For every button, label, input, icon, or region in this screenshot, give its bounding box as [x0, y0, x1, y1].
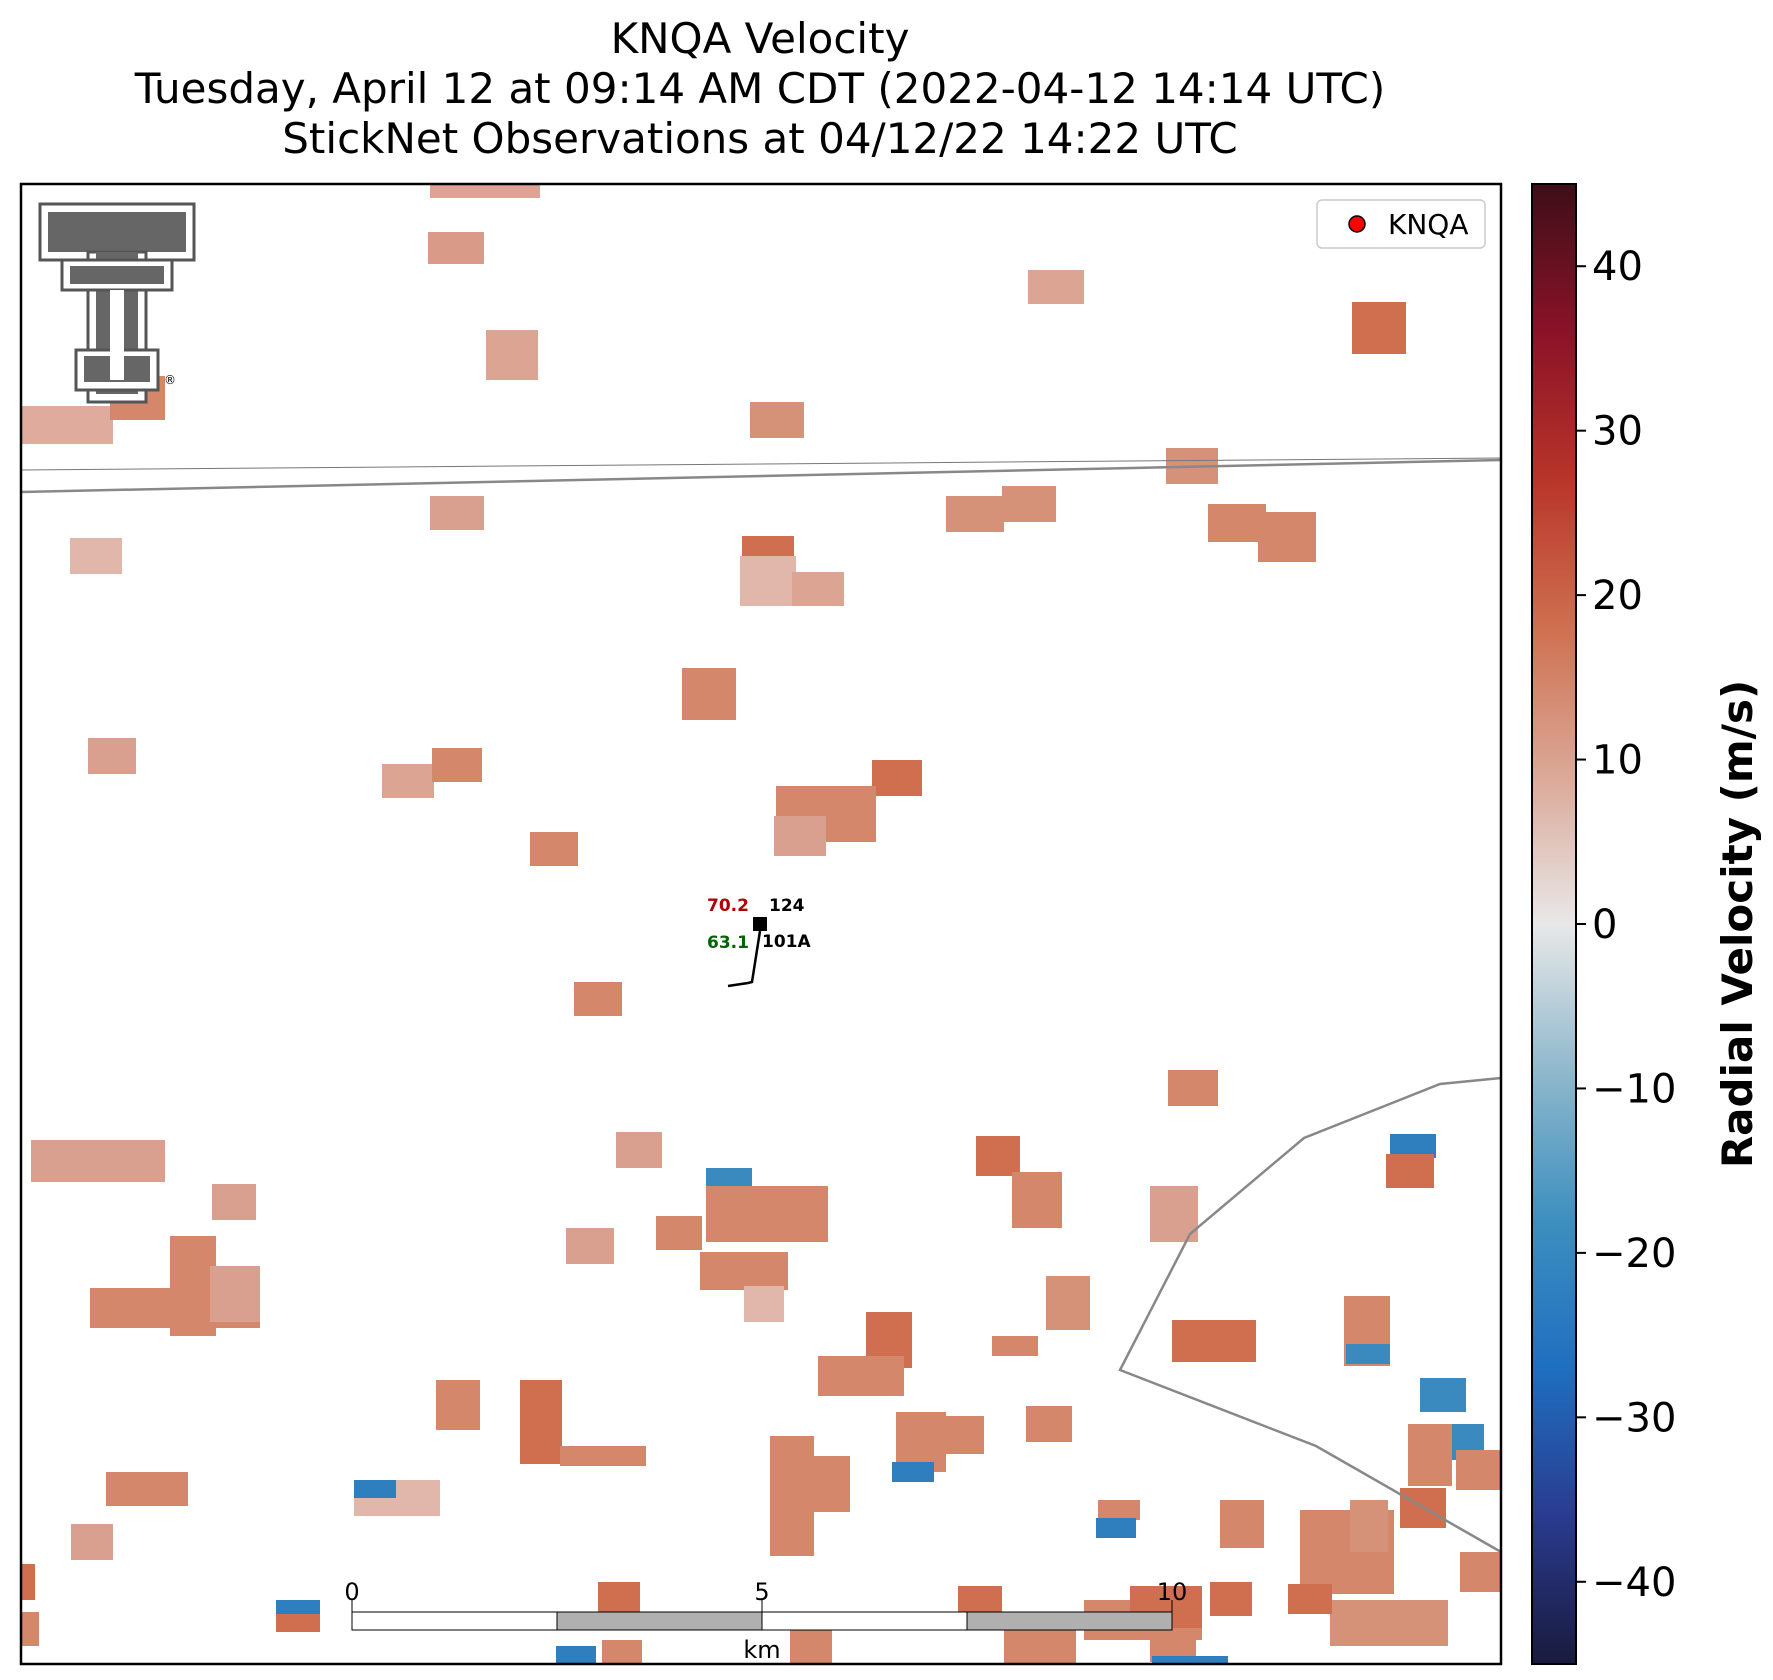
- boundary-line: [21, 457, 1501, 471]
- colorbar-tick-label: 30: [1592, 409, 1643, 455]
- colorbar-gradient: [1532, 184, 1576, 1664]
- scale-unit: km: [743, 1636, 780, 1664]
- colorbar-tick-label: 10: [1592, 738, 1643, 784]
- county-boundary-line: [1118, 1076, 1501, 1554]
- scale-label-mid: 5: [754, 1578, 769, 1606]
- station-temperature: 70.2: [707, 896, 749, 916]
- legend: KNQA: [1316, 199, 1486, 249]
- colorbar-tick-label: 0: [1592, 902, 1617, 948]
- colorbar-tick-label: −40: [1592, 1560, 1676, 1606]
- wind-barb-icon: [727, 930, 762, 988]
- scale-bar: 0 5 10 km: [344, 1578, 1187, 1664]
- sticknet-station-plot: 70.2 124 63.1 101A: [707, 896, 811, 988]
- scale-label-end: 10: [1157, 1578, 1188, 1606]
- title-line-3: StickNet Observations at 04/12/22 14:22 …: [282, 114, 1238, 163]
- radar-site-marker-icon: [1348, 215, 1366, 233]
- title-line-2: Tuesday, April 12 at 09:14 AM CDT (2022-…: [134, 64, 1386, 113]
- state-boundary-line: [21, 458, 1501, 494]
- plot-title: KNQA Velocity Tuesday, April 12 at 09:14…: [0, 14, 1520, 164]
- radar-velocity-field: [21, 184, 1501, 1664]
- colorbar: 40 30 20 10 0 −10 −20 −30 −40 Radial Velocity (m…: [1531, 183, 1762, 1665]
- title-line-1: KNQA Velocity: [610, 14, 910, 63]
- map-frame: [19, 182, 1503, 1666]
- station-dewpoint: 63.1: [707, 933, 749, 953]
- colorbar-tick-label: 20: [1592, 573, 1643, 619]
- station-id: 101A: [762, 932, 811, 952]
- colorbar-tick-label: −20: [1592, 1231, 1676, 1277]
- scale-label-start: 0: [344, 1578, 359, 1606]
- colorbar-tick-label: −30: [1592, 1395, 1676, 1441]
- legend-label: KNQA: [1388, 208, 1469, 241]
- texas-tech-double-t-logo: ®: [38, 202, 196, 404]
- station-pressure: 124: [769, 896, 805, 916]
- logo-registered-mark: ®: [164, 373, 176, 387]
- colorbar-title: Radial Velocity (m/s): [1713, 680, 1762, 1168]
- station-marker-icon: [753, 917, 767, 931]
- radar-gates: [21, 184, 1501, 1664]
- colorbar-tick-label: −10: [1592, 1066, 1676, 1112]
- colorbar-tick-label: 40: [1592, 244, 1643, 290]
